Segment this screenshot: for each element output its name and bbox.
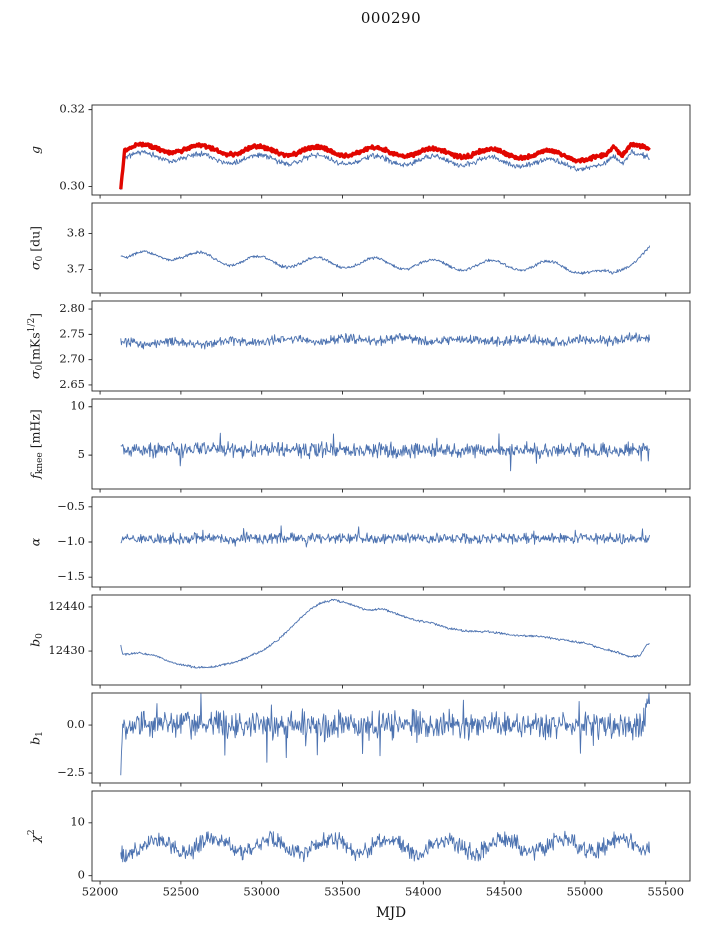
x-axis-label: MJD: [375, 905, 407, 921]
